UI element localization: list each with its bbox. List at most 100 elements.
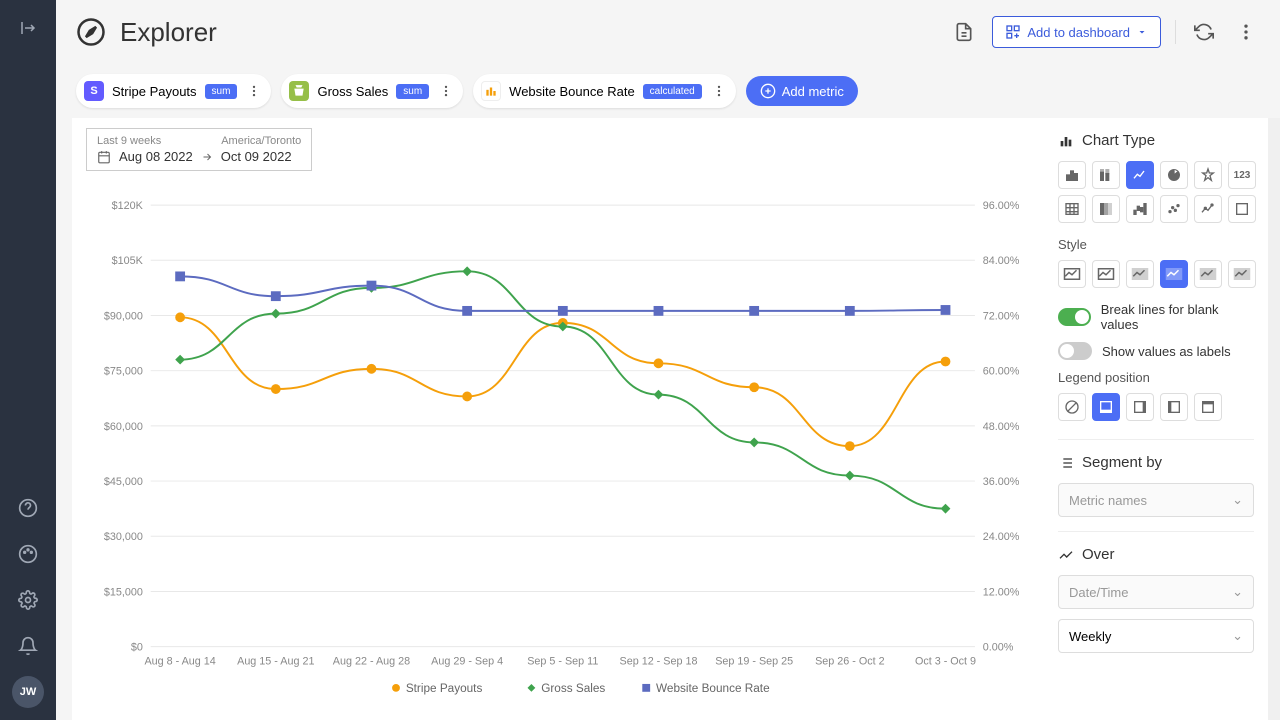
left-sidebar: JW xyxy=(0,0,56,720)
chart-type-stack-pct[interactable] xyxy=(1092,195,1120,223)
trend-icon xyxy=(1058,547,1074,563)
chart-type-grouped-bar[interactable] xyxy=(1058,195,1086,223)
metric-label: Stripe Payouts xyxy=(112,84,197,99)
period-label: Last 9 weeks xyxy=(97,135,161,147)
add-metric-button[interactable]: Add metric xyxy=(746,76,858,106)
svg-text:Stripe Payouts: Stripe Payouts xyxy=(406,682,483,695)
help-icon[interactable] xyxy=(12,492,44,524)
calendar-icon xyxy=(97,150,111,164)
svg-text:Gross Sales: Gross Sales xyxy=(541,682,605,695)
document-icon[interactable] xyxy=(950,18,978,46)
svg-text:48.00%: 48.00% xyxy=(983,421,1020,433)
chart-type-num[interactable]: 123 xyxy=(1228,161,1256,189)
metric-pill[interactable]: Website Bounce Rate calculated xyxy=(473,74,736,108)
list-icon xyxy=(1058,455,1074,471)
header: Explorer Add to dashboard xyxy=(56,0,1280,64)
over-granularity-select[interactable]: Weekly ⌄ xyxy=(1058,619,1254,653)
palette-icon[interactable] xyxy=(12,538,44,570)
metric-label: Gross Sales xyxy=(317,84,388,99)
refresh-icon[interactable] xyxy=(1190,18,1218,46)
metric-badge: sum xyxy=(205,84,238,99)
svg-text:Sep 5 - Sep 11: Sep 5 - Sep 11 xyxy=(527,655,598,667)
metric-badge: sum xyxy=(396,84,429,99)
compass-icon xyxy=(76,17,106,47)
metric-more-icon[interactable] xyxy=(245,79,263,103)
chart-type-scatter[interactable] xyxy=(1160,195,1188,223)
metric-more-icon[interactable] xyxy=(437,79,455,103)
svg-text:Aug 22 - Aug 28: Aug 22 - Aug 28 xyxy=(333,655,410,667)
legend-right[interactable] xyxy=(1126,393,1154,421)
svg-text:$0: $0 xyxy=(131,642,143,654)
legend-position-label: Legend position xyxy=(1058,370,1254,385)
style-label: Style xyxy=(1058,237,1254,252)
svg-text:$30,000: $30,000 xyxy=(104,531,143,543)
page-title: Explorer xyxy=(76,17,217,48)
svg-text:72.00%: 72.00% xyxy=(983,310,1020,322)
style-option-5[interactable] xyxy=(1228,260,1256,288)
chart-type-line[interactable] xyxy=(1126,161,1154,189)
date-start: Aug 08 2022 xyxy=(119,149,193,164)
chart-type-star[interactable] xyxy=(1194,161,1222,189)
legend-left[interactable] xyxy=(1160,393,1188,421)
add-to-dashboard-button[interactable]: Add to dashboard xyxy=(992,16,1161,48)
line-chart: $00.00%$15,00012.00%$30,00024.00%$45,000… xyxy=(82,181,1024,710)
svg-text:$60,000: $60,000 xyxy=(104,421,143,433)
metric-badge: calculated xyxy=(643,84,702,99)
chart-type-bar[interactable] xyxy=(1058,161,1086,189)
svg-text:$45,000: $45,000 xyxy=(104,476,143,488)
over-header: Over xyxy=(1058,546,1254,563)
style-option-1[interactable] xyxy=(1092,260,1120,288)
svg-text:Website Bounce Rate: Website Bounce Rate xyxy=(656,682,770,695)
svg-text:36.00%: 36.00% xyxy=(983,476,1020,488)
metrics-bar: SStripe PayoutssumGross SalessumWebsite … xyxy=(56,64,1280,118)
chart-type-pie[interactable] xyxy=(1160,161,1188,189)
metric-pill[interactable]: Gross Sales sum xyxy=(281,74,463,108)
svg-text:$75,000: $75,000 xyxy=(104,366,143,378)
svg-text:Sep 26 - Oct 2: Sep 26 - Oct 2 xyxy=(815,655,885,667)
svg-text:$120K: $120K xyxy=(112,200,144,212)
svg-text:84.00%: 84.00% xyxy=(983,255,1020,267)
svg-text:Aug 15 - Aug 21: Aug 15 - Aug 21 xyxy=(237,655,314,667)
style-option-0[interactable] xyxy=(1058,260,1086,288)
segment-by-select[interactable]: Metric names ⌄ xyxy=(1058,483,1254,517)
metric-label: Website Bounce Rate xyxy=(509,84,635,99)
metric-pill[interactable]: SStripe Payoutssum xyxy=(76,74,271,108)
svg-text:Oct 3 - Oct 9: Oct 3 - Oct 9 xyxy=(915,655,976,667)
segment-by-header: Segment by xyxy=(1058,454,1254,471)
style-option-3[interactable] xyxy=(1160,260,1188,288)
over-datetime-select[interactable]: Date/Time ⌄ xyxy=(1058,575,1254,609)
bar-chart-icon xyxy=(1058,133,1074,149)
arrow-right-icon xyxy=(201,151,213,163)
chart-area: Last 9 weeks America/Toronto Aug 08 2022… xyxy=(72,118,1044,720)
date-range-picker[interactable]: Last 9 weeks America/Toronto Aug 08 2022… xyxy=(86,128,312,171)
style-option-2[interactable] xyxy=(1126,260,1154,288)
svg-text:$15,000: $15,000 xyxy=(104,586,143,598)
break-lines-label: Break lines for blank values xyxy=(1101,302,1254,332)
legend-none[interactable] xyxy=(1058,393,1086,421)
scrollbar[interactable] xyxy=(1268,118,1280,720)
metric-more-icon[interactable] xyxy=(710,79,728,103)
config-panel: Chart Type 123 Style Break lines for bla… xyxy=(1044,118,1268,720)
svg-text:Aug 29 - Sep 4: Aug 29 - Sep 4 xyxy=(431,655,503,667)
style-option-4[interactable] xyxy=(1194,260,1222,288)
legend-top[interactable] xyxy=(1194,393,1222,421)
chart-type-header: Chart Type xyxy=(1058,132,1254,149)
show-values-toggle[interactable] xyxy=(1058,342,1092,360)
svg-text:$90,000: $90,000 xyxy=(104,310,143,322)
svg-text:Aug 8 - Aug 14: Aug 8 - Aug 14 xyxy=(144,655,215,667)
chart-type-trend[interactable] xyxy=(1194,195,1222,223)
more-vert-icon[interactable] xyxy=(1232,18,1260,46)
svg-text:Sep 12 - Sep 18: Sep 12 - Sep 18 xyxy=(620,655,698,667)
break-lines-toggle[interactable] xyxy=(1058,308,1091,326)
chart-type-waterfall[interactable] xyxy=(1126,195,1154,223)
chart-type-stacked-bar[interactable] xyxy=(1092,161,1120,189)
plus-circle-icon xyxy=(760,83,776,99)
gear-icon[interactable] xyxy=(12,584,44,616)
bell-icon[interactable] xyxy=(12,630,44,662)
expand-sidebar-icon[interactable] xyxy=(12,12,44,44)
avatar[interactable]: JW xyxy=(12,676,44,708)
chart-type-combo[interactable] xyxy=(1228,195,1256,223)
chevron-down-icon xyxy=(1136,26,1148,38)
timezone-label: America/Toronto xyxy=(221,135,301,147)
legend-bottom[interactable] xyxy=(1092,393,1120,421)
